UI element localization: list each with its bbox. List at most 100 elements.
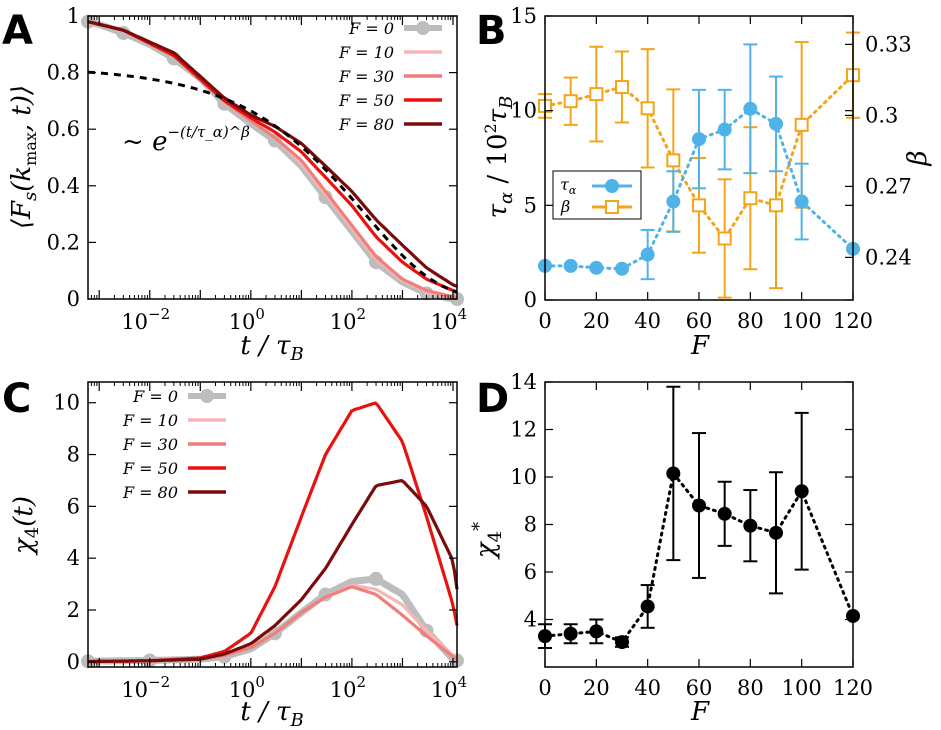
legend-label: F = 80 xyxy=(122,483,178,502)
x-tick-label: 100 xyxy=(782,676,822,700)
y-tick-label: 6 xyxy=(524,560,537,584)
y-tick-label: 6 xyxy=(67,494,80,518)
x-tick-label: 60 xyxy=(686,309,713,333)
y-tick-label: 12 xyxy=(510,418,537,442)
x-tick-label: 102 xyxy=(330,305,366,334)
y-tick-label: 2 xyxy=(67,598,80,622)
tau-point xyxy=(666,194,681,209)
legend-label: F = 50 xyxy=(122,459,178,478)
series-line xyxy=(87,20,458,288)
tau-point xyxy=(563,258,578,273)
x-tick-label: 40 xyxy=(634,676,661,700)
x-tick-label: 100 xyxy=(782,309,822,333)
tau-point xyxy=(794,194,809,209)
x-tick-label: 0 xyxy=(538,309,551,333)
x-tick-label: 104 xyxy=(431,305,467,334)
y-tick-label: 4 xyxy=(67,546,80,570)
tau-line xyxy=(543,106,855,271)
beta-point xyxy=(743,191,758,206)
legend-marker xyxy=(416,21,430,35)
y-tick-label: 0.4 xyxy=(47,174,80,198)
tau-point xyxy=(589,260,604,275)
y-axis-label: χ4* xyxy=(469,522,506,560)
x-tick-label: 20 xyxy=(583,676,610,700)
beta-point xyxy=(640,101,655,116)
legend-marker xyxy=(200,389,214,403)
legend-box xyxy=(552,170,642,220)
panel-c: C 10−2 100 102 104 0 2 4 6 8 10 F = 0 F = 10 F = 30 F … xyxy=(2,376,467,730)
y-tick-label: 5 xyxy=(524,193,537,217)
x-tick-label: 10−2 xyxy=(121,305,170,334)
x-tick-label: 120 xyxy=(833,309,873,333)
data-point xyxy=(369,571,384,586)
panel-label: B xyxy=(476,8,507,54)
y-axis-label: χ4(t) xyxy=(9,496,43,556)
y-tick-label: 15 xyxy=(510,4,537,28)
y-tick-label: 0 xyxy=(67,287,80,311)
panel-label: D xyxy=(476,376,509,422)
legend-label: F = 10 xyxy=(338,43,394,62)
beta-point xyxy=(615,80,629,94)
y-right-tick-label: 0.3 xyxy=(865,103,898,127)
tau-point xyxy=(615,261,629,276)
beta-point xyxy=(692,198,706,213)
beta-point xyxy=(769,198,783,213)
y-tick-label: 10 xyxy=(53,391,80,415)
legend-label: F = 0 xyxy=(348,19,394,38)
y-tick-label: 10 xyxy=(510,99,537,123)
legend-marker-tau xyxy=(605,179,619,193)
y-tick-label: 14 xyxy=(510,370,537,394)
x-tick-label: 104 xyxy=(431,673,467,702)
beta-point xyxy=(563,94,578,109)
x-tick-label: 60 xyxy=(686,676,713,700)
legend-label: F = 30 xyxy=(338,67,394,86)
y-tick-label: 8 xyxy=(524,513,537,537)
legend-marker-beta xyxy=(605,200,619,214)
x-axis-label: t / τB xyxy=(240,697,303,730)
x-tick-label: 80 xyxy=(737,676,764,700)
legend-label: F = 80 xyxy=(338,115,394,134)
chi4-point xyxy=(717,506,732,521)
x-axis-label: F xyxy=(690,331,710,361)
tau-point xyxy=(717,122,732,137)
panel-b: B0 20 40 60 80 100 1200510150.240.270.30.33ταβ… xyxy=(476,4,933,361)
y-tick-label: 4 xyxy=(524,608,537,632)
x-axis-label: t / τB xyxy=(240,331,303,365)
chi4-point xyxy=(692,498,706,513)
fit-curve xyxy=(87,70,458,294)
y-axis-label: ⟨Fs(kmax, t)⟩ xyxy=(7,85,41,229)
panel-d: D 0 20 40 60 80 100 120 4 6 8 10 12 14 Fχ4* xyxy=(469,370,873,727)
y-tick-label: 8 xyxy=(67,443,80,467)
chi4-point xyxy=(794,484,809,499)
y-tick-label: 1 xyxy=(67,4,80,28)
plot-frame xyxy=(87,381,458,668)
x-tick-label: 20 xyxy=(583,309,610,333)
tau-point xyxy=(692,132,706,147)
series-line xyxy=(87,18,458,303)
y-axis-label: τα / 102τB xyxy=(481,96,517,219)
plot-frame xyxy=(87,15,458,300)
tau-point xyxy=(769,116,783,131)
y-tick-label: 0.8 xyxy=(47,61,80,85)
chi4-point xyxy=(769,525,783,540)
y-right-tick-label: 0.27 xyxy=(865,174,912,198)
x-tick-label: 120 xyxy=(833,676,873,700)
x-tick-label: 40 xyxy=(634,309,661,333)
y-tick-label: 0 xyxy=(524,288,537,312)
y-right-tick-label: 0.24 xyxy=(865,245,912,269)
legend-label: F = 50 xyxy=(338,91,394,110)
panel-label: A xyxy=(2,8,33,54)
y-tick-label: 0 xyxy=(67,650,80,674)
tau-point xyxy=(743,101,758,116)
chi4-point xyxy=(563,626,578,641)
chi4-point xyxy=(640,599,655,614)
x-axis-label: F xyxy=(690,697,710,727)
tau-point xyxy=(640,247,655,262)
chi4-point xyxy=(589,624,604,639)
panel-label: C xyxy=(2,376,31,422)
y-tick-label: 0.6 xyxy=(47,117,80,141)
chi4-point xyxy=(666,466,681,481)
y-tick-label: 0.2 xyxy=(47,230,80,254)
x-tick-label: 0 xyxy=(538,676,551,700)
